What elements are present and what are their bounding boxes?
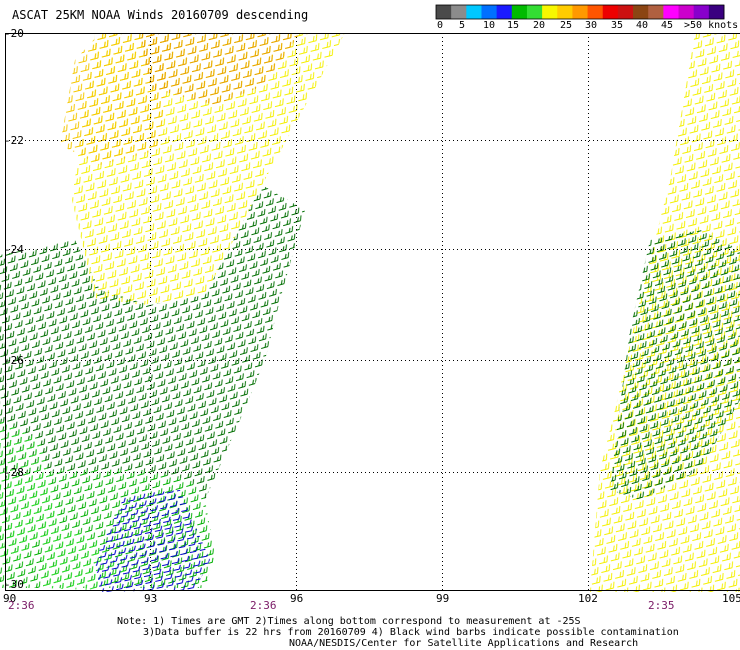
colorbar-swatch [708, 5, 725, 19]
grid-lines [5, 33, 740, 590]
time-label-right: 2:35 [648, 599, 675, 612]
colorbar-swatch [648, 5, 664, 19]
colorbar-tick: 0 [437, 20, 444, 31]
lat-label-30: -30 [4, 578, 24, 591]
lon-label-93: 93 [144, 592, 158, 605]
colorbar-tick: >50 knots [684, 20, 739, 31]
right-swath [590, 33, 740, 592]
colorbar-tick: 35 [611, 20, 624, 31]
lat-label-20: -20 [4, 27, 24, 40]
map-title: ASCAT 25KM NOAA Winds 20160709 descendin… [12, 8, 309, 22]
footnotes: Note: 1) Times are GMT 2)Times along bot… [0, 616, 740, 649]
time-label-left: 2:36 [8, 599, 35, 612]
map-frame [5, 33, 740, 591]
lon-label-90: 90 [3, 592, 17, 605]
colorbar-tick: 30 [585, 20, 598, 31]
lat-label-24: -24 [4, 243, 24, 256]
colorbar [435, 4, 725, 20]
colorbar-swatch [693, 5, 710, 19]
colorbar-swatch [617, 5, 634, 19]
lat-label-28: -28 [4, 466, 24, 479]
colorbar-swatch [542, 5, 558, 19]
colorbar-swatch [602, 5, 619, 19]
colorbar-swatch [678, 5, 695, 19]
colorbar-swatch [436, 5, 452, 19]
lat-label-22: -22 [4, 134, 24, 147]
lat-label-26: -26 [4, 354, 24, 367]
colorbar-tick: 15 [507, 20, 520, 31]
colorbar-swatch [587, 5, 604, 19]
colorbar-swatch [511, 5, 528, 19]
colorbar-swatch [526, 5, 543, 19]
colorbar-swatch [557, 5, 573, 19]
colorbar-tick: 5 [459, 20, 466, 31]
note-line-2: 3)Data buffer is 22 hrs from 20160709 4)… [143, 627, 679, 638]
colorbar-frame [435, 4, 725, 20]
left-swath [0, 33, 345, 592]
colorbar-tick: 20 [533, 20, 546, 31]
time-label-middle: 2:36 [250, 599, 277, 612]
colorbar-swatch [572, 5, 588, 19]
colorbar-tick: 40 [636, 20, 649, 31]
colorbar-tick: 45 [661, 20, 674, 31]
colorbar-swatch [496, 5, 513, 19]
colorbar-swatch [663, 5, 679, 19]
lon-label-99: 99 [436, 592, 450, 605]
colorbar-tick: 25 [560, 20, 573, 31]
note-line-3: NOAA/NESDIS/Center for Satellite Applica… [289, 638, 639, 649]
colorbar-tick: 10 [483, 20, 496, 31]
lon-label-102: 102 [578, 592, 598, 605]
note-line-1: Note: 1) Times are GMT 2)Times along bot… [117, 616, 581, 627]
colorbar-swatch [466, 5, 482, 19]
lon-label-96: 96 [290, 592, 304, 605]
lon-label-105: 105 [722, 592, 740, 605]
colorbar-swatch [481, 5, 498, 19]
colorbar-swatch [451, 5, 467, 19]
colorbar-swatch [633, 5, 649, 19]
